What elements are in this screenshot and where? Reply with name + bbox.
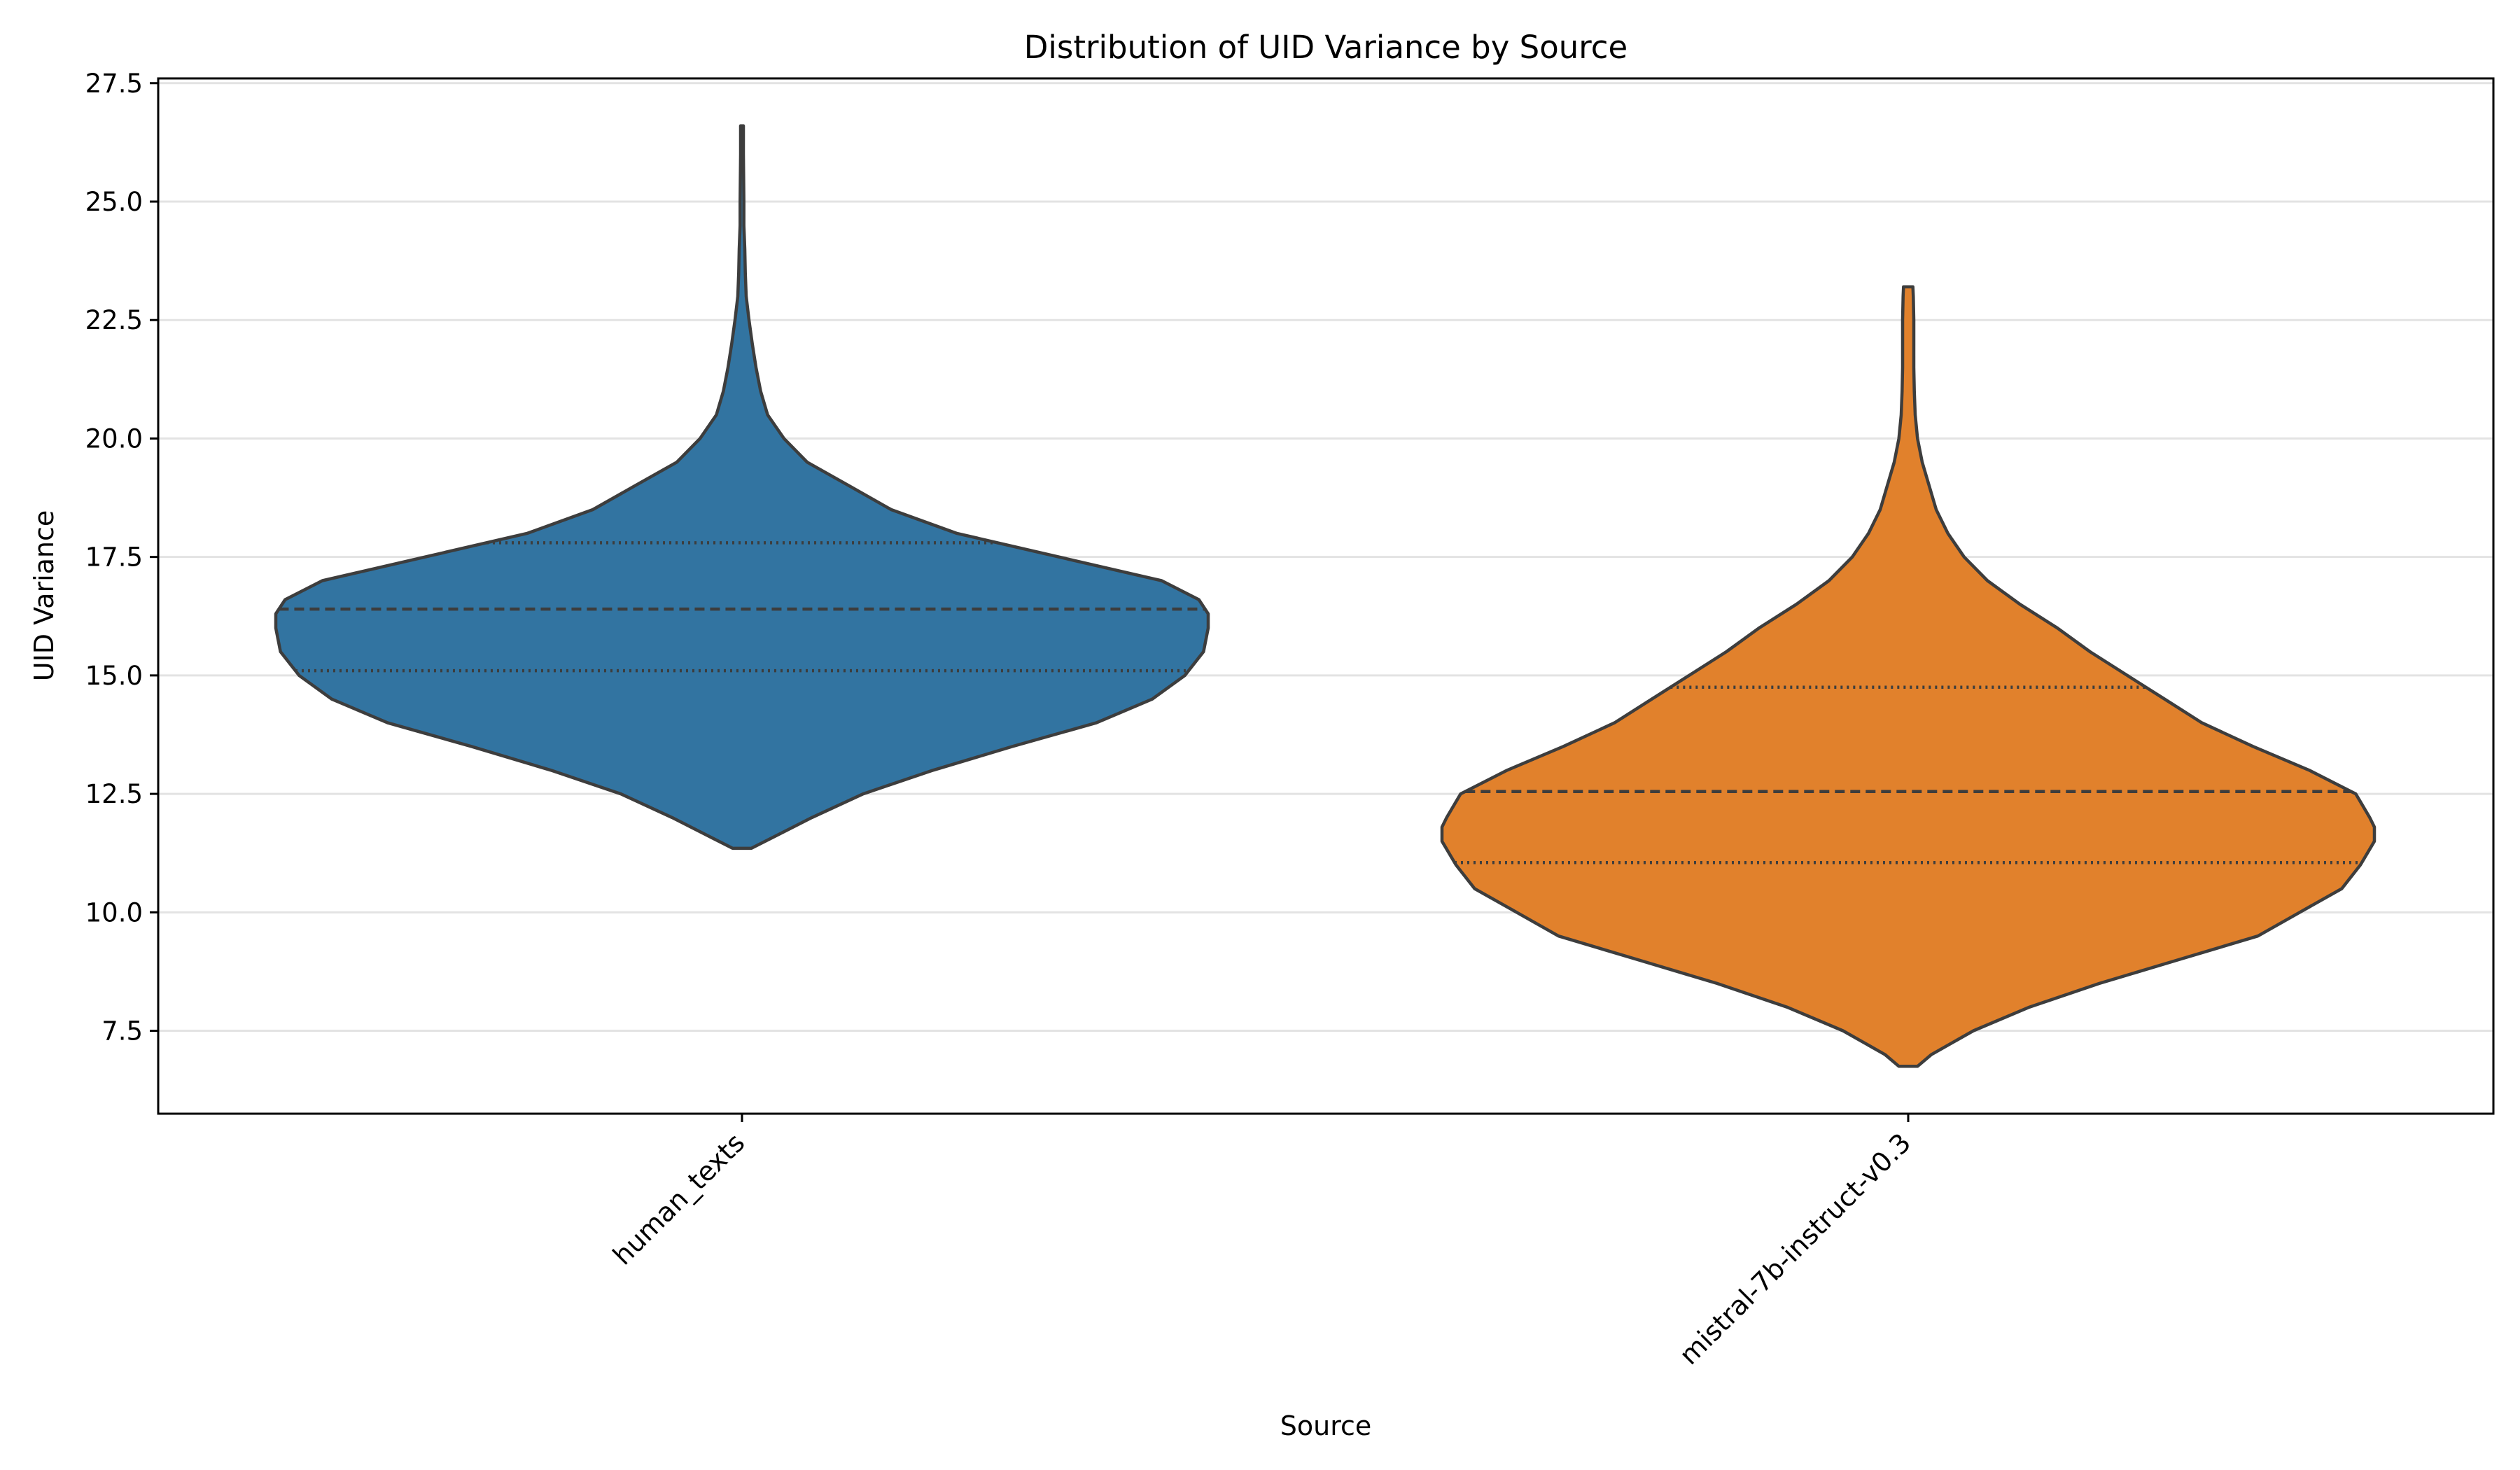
y-tick-label: 20.0 [85, 424, 143, 454]
violin-body [274, 124, 1210, 850]
y-tick-label: 22.5 [85, 305, 143, 335]
plot-frame [157, 77, 2495, 1115]
x-tick-label: mistral-7b-instruct-v0.3 [1674, 1127, 1917, 1371]
y-tick-label: 25.0 [85, 187, 143, 217]
y-tick-label: 10.0 [85, 897, 143, 927]
violin-human_texts [274, 124, 1210, 850]
y-axis-ticks: 7.5 10.0 12.5 15.0 17.5 20.0 22.5 25.0 27.5 [85, 69, 158, 1046]
y-tick-label: 7.5 [102, 1016, 143, 1046]
violin-body [1440, 285, 2376, 1068]
y-tick-label: 15.0 [85, 661, 143, 691]
y-tick-label: 17.5 [85, 542, 143, 573]
x-axis-ticks: human_texts mistral-7b-instruct-v0.3 [607, 1114, 1917, 1371]
violin-mistral-7b-instruct-v0.3 [1440, 285, 2376, 1068]
violins [274, 124, 2376, 1068]
y-tick-label: 12.5 [85, 779, 143, 809]
y-tick-label: 27.5 [85, 69, 143, 99]
x-tick-label: human_texts [607, 1127, 750, 1270]
chart-title: Distribution of UID Variance by Source [1024, 29, 1628, 66]
x-axis-label: Source [1280, 1410, 1372, 1441]
y-axis-label: UID Variance [29, 510, 59, 682]
